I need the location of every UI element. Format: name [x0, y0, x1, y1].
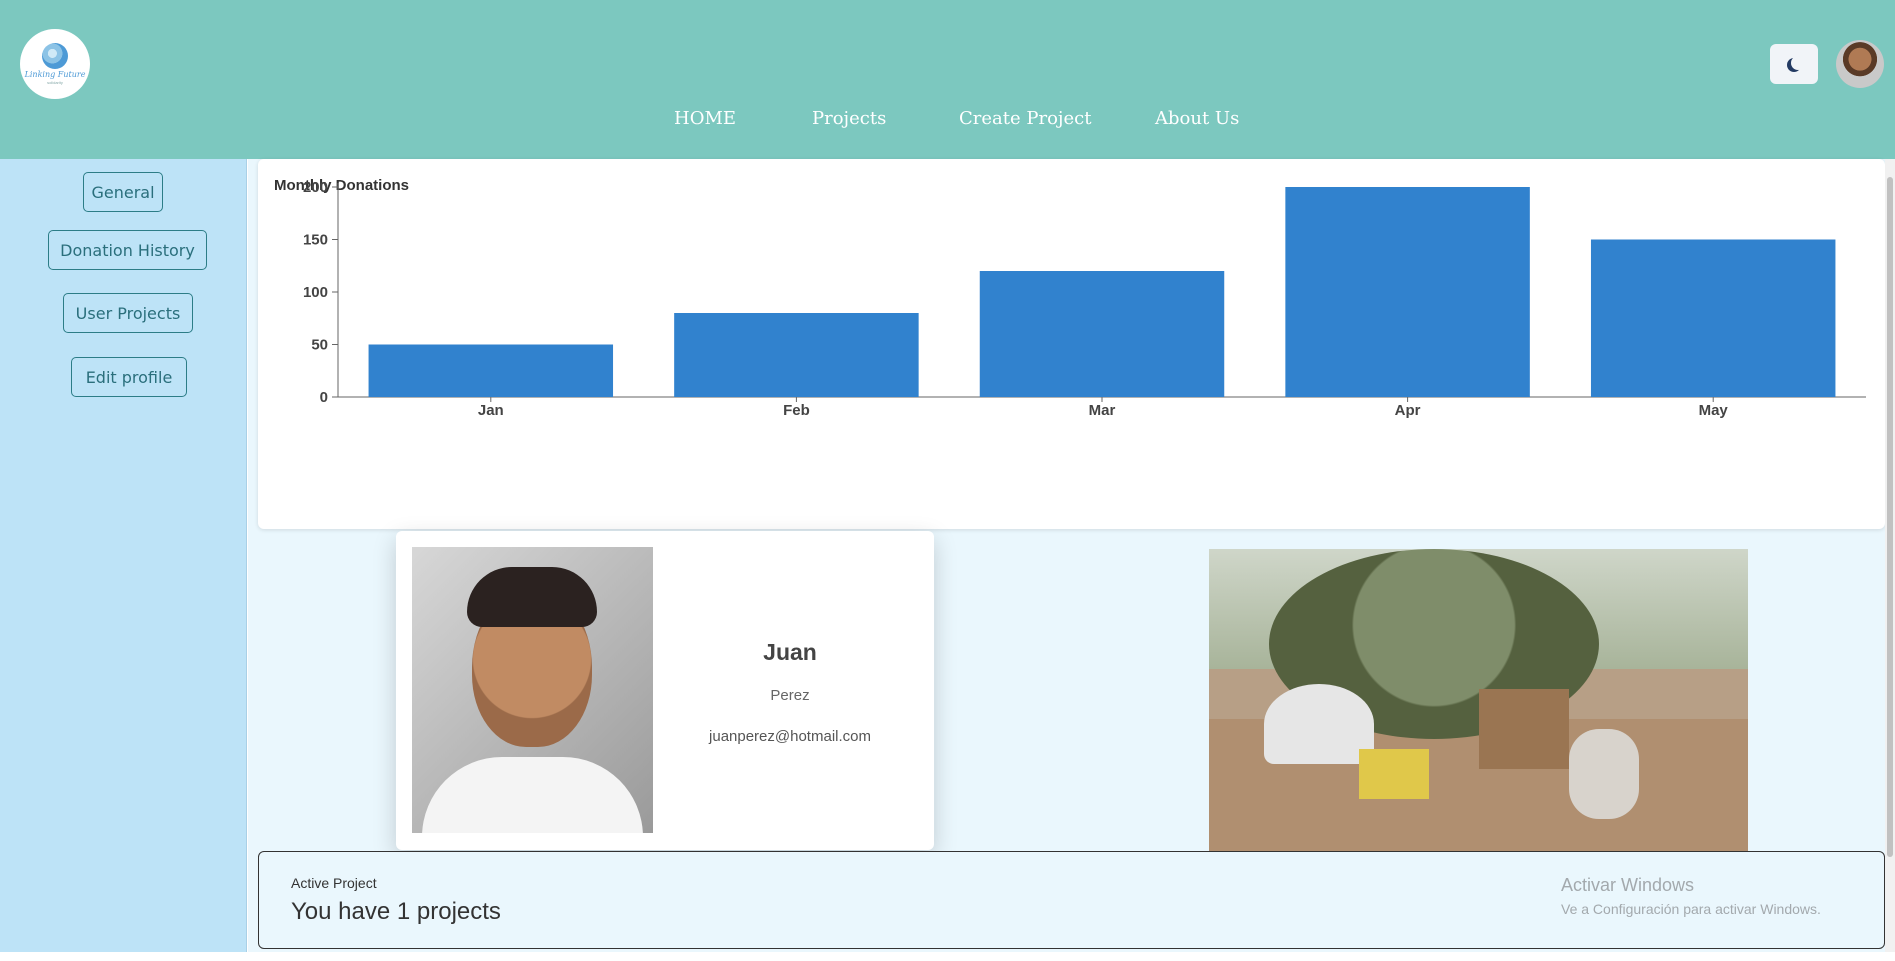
profile-card: Juan Perez juanperez@hotmail.com [396, 531, 934, 850]
logo-text: Linking Future [24, 70, 86, 79]
nav-home[interactable]: HOME [674, 108, 737, 129]
sidebar-item-general[interactable]: General [83, 172, 163, 212]
project-photo-doghouse [1479, 689, 1569, 769]
nav-about-us[interactable]: About Us [1155, 108, 1240, 129]
windows-watermark-title: Activar Windows [1561, 875, 1695, 895]
active-project-text: You have 1 projects [291, 898, 501, 925]
profile-first-name: Juan [763, 639, 817, 665]
bottom-strip [0, 952, 1895, 961]
sidebar: General Donation History User Projects E… [0, 159, 247, 952]
project-photo [1209, 549, 1748, 852]
project-photo-small-house [1359, 749, 1429, 799]
logo-subtext: solidarity [47, 80, 63, 85]
main-nav: HOME Projects Create Project About Us [0, 108, 1895, 138]
x-tick-label: Feb [783, 402, 810, 419]
active-project-card: Active Project You have 1 projects Activ… [258, 851, 1885, 949]
nav-create-project[interactable]: Create Project [959, 108, 1092, 129]
y-tick-label: 0 [320, 389, 328, 406]
moon-icon [1791, 56, 1805, 70]
profile-email: juanperez@hotmail.com [709, 728, 871, 745]
bar-feb [674, 313, 919, 397]
profile-last-name: Perez [770, 687, 810, 704]
chart-title: Monthly Donations [274, 177, 409, 194]
nav-projects[interactable]: Projects [812, 108, 887, 129]
y-tick-label: 200 [303, 179, 328, 196]
x-tick-label: Apr [1395, 402, 1421, 419]
scrollbar-thumb[interactable] [1887, 177, 1893, 857]
profile-photo [412, 547, 653, 833]
profile-photo-hair [467, 567, 597, 627]
theme-toggle-button[interactable] [1770, 44, 1818, 84]
bar-mar [979, 271, 1225, 397]
sidebar-item-edit-profile[interactable]: Edit profile [71, 357, 187, 397]
donations-chart-card: Monthly Donations 0 50 100 150 200 Jan Feb Mar A… [258, 159, 1885, 529]
x-tick-label: Mar [1089, 402, 1116, 419]
top-header: Linking Future solidarity HOME Projects … [0, 0, 1895, 159]
logo[interactable]: Linking Future solidarity [20, 29, 90, 99]
active-project-label: Active Project [291, 875, 377, 891]
user-avatar[interactable] [1836, 40, 1884, 88]
project-photo-person [1569, 729, 1639, 819]
logo-swirl-icon [42, 43, 68, 69]
y-tick-label: 50 [311, 337, 328, 354]
sidebar-item-user-projects[interactable]: User Projects [63, 293, 193, 333]
windows-watermark-subtitle: Ve a Configuración para activar Windows. [1561, 901, 1821, 917]
donations-bar-chart: 0 50 100 150 200 Jan Feb Mar Apr May [303, 179, 1866, 419]
y-tick-label: 100 [303, 284, 328, 301]
x-tick-label: May [1699, 402, 1729, 419]
sidebar-item-donation-history[interactable]: Donation History [48, 230, 207, 270]
profile-photo-shirt [422, 757, 643, 833]
bar-apr [1285, 187, 1530, 397]
bar-jan [368, 344, 614, 397]
project-photo-dome [1264, 684, 1374, 764]
page-scrollbar[interactable] [1885, 159, 1895, 952]
x-tick-label: Jan [478, 402, 504, 419]
bar-may [1590, 239, 1836, 397]
y-tick-label: 150 [303, 232, 328, 249]
